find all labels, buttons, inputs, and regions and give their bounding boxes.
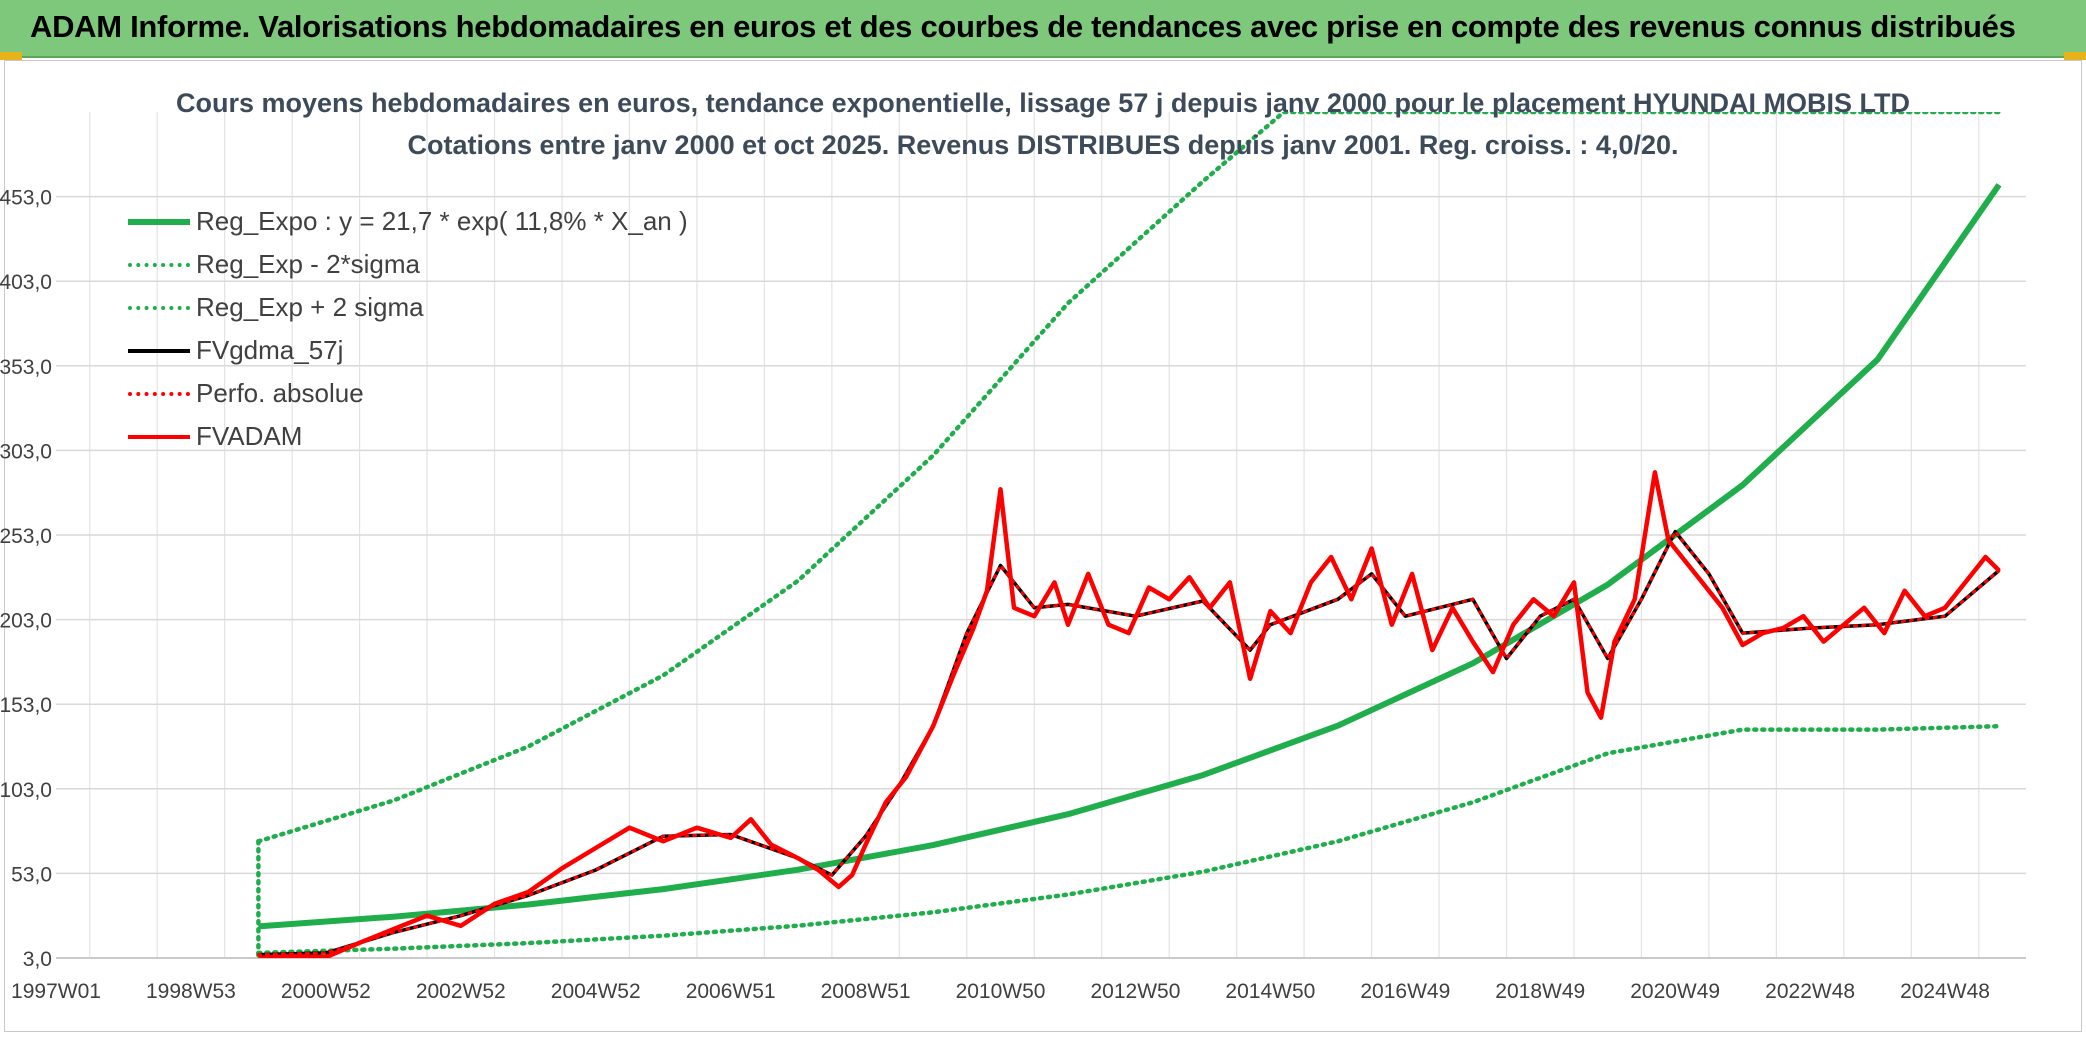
legend-item: Reg_Exp + 2 sigma (128, 286, 688, 329)
legend-label: Reg_Exp - 2*sigma (196, 249, 420, 279)
x-tick-label: 2022W48 (1765, 980, 1855, 1003)
x-tick-label: 2024W48 (1900, 980, 1990, 1003)
legend-swatch (128, 305, 190, 310)
chart-frame (4, 60, 2082, 1032)
legend-swatch (128, 348, 190, 353)
legend-swatch (128, 262, 190, 267)
y-tick-label: 253,0 (0, 525, 52, 548)
legend-label: Reg_Exp + 2 sigma (196, 292, 424, 322)
x-tick-label: 2004W52 (551, 980, 641, 1003)
series-line-2 (256, 112, 2002, 844)
legend-item: FVADAM (128, 415, 688, 458)
x-tick-label: 1997W01 (11, 980, 101, 1003)
legend-label: Reg_Expo : y = 21,7 * exp( 11,8% * X_an … (196, 206, 688, 236)
y-tick-label: 3,0 (23, 948, 52, 971)
legend-item: Reg_Expo : y = 21,7 * exp( 11,8% * X_an … (128, 200, 688, 243)
y-tick-label: 53,0 (11, 863, 52, 886)
series-line-4 (256, 530, 2001, 957)
x-tick-label: 2012W50 (1090, 980, 1180, 1003)
x-tick-label: 2010W50 (956, 980, 1046, 1003)
legend-swatch (128, 218, 190, 225)
chart-legend: Reg_Expo : y = 21,7 * exp( 11,8% * X_an … (128, 200, 688, 458)
legend-item: FVgdma_57j (128, 329, 688, 372)
legend-swatch (128, 434, 190, 439)
y-tick-label: 403,0 (0, 271, 52, 294)
x-tick-label: 2006W51 (686, 980, 776, 1003)
y-tick-label: 353,0 (0, 356, 52, 379)
y-tick-label: 153,0 (0, 694, 52, 717)
legend-swatch (128, 391, 190, 396)
legend-label: FVADAM (196, 421, 303, 451)
x-tick-label: 2016W49 (1360, 980, 1450, 1003)
x-tick-label: 2002W52 (416, 980, 506, 1003)
header-banner: ADAM Informe. Valorisations hebdomadaire… (0, 0, 2086, 58)
y-tick-label: 453,0 (0, 187, 52, 210)
legend-item: Reg_Exp - 2*sigma (128, 243, 688, 286)
series-line-0 (258, 183, 2002, 930)
x-tick-label: 2014W50 (1225, 980, 1315, 1003)
series-line-1 (256, 723, 2002, 956)
chart-title: Cours moyens hebdomadaires en euros, ten… (176, 88, 1910, 118)
series-line-5 (258, 470, 2001, 958)
y-tick-label: 203,0 (0, 610, 52, 633)
chart-subtitle: Cotations entre janv 2000 et oct 2025. R… (407, 130, 1679, 160)
x-tick-label: 2000W52 (281, 980, 371, 1003)
legend-label: FVgdma_57j (196, 335, 344, 365)
legend-item: Perfo. absolue (128, 372, 688, 415)
page-title: ADAM Informe. Valorisations hebdomadaire… (30, 9, 2016, 44)
x-tick-label: 2020W49 (1630, 980, 1720, 1003)
y-tick-label: 303,0 (0, 440, 52, 463)
y-tick-label: 103,0 (0, 779, 52, 802)
x-tick-label: 2018W49 (1495, 980, 1585, 1003)
legend-label: Perfo. absolue (196, 378, 364, 408)
corner-marker-top-right (2064, 52, 2086, 60)
series-line-3 (258, 529, 2001, 957)
corner-marker-top-left (0, 52, 22, 60)
x-tick-label: 2008W51 (821, 980, 911, 1003)
x-tick-label: 1998W53 (146, 980, 236, 1003)
